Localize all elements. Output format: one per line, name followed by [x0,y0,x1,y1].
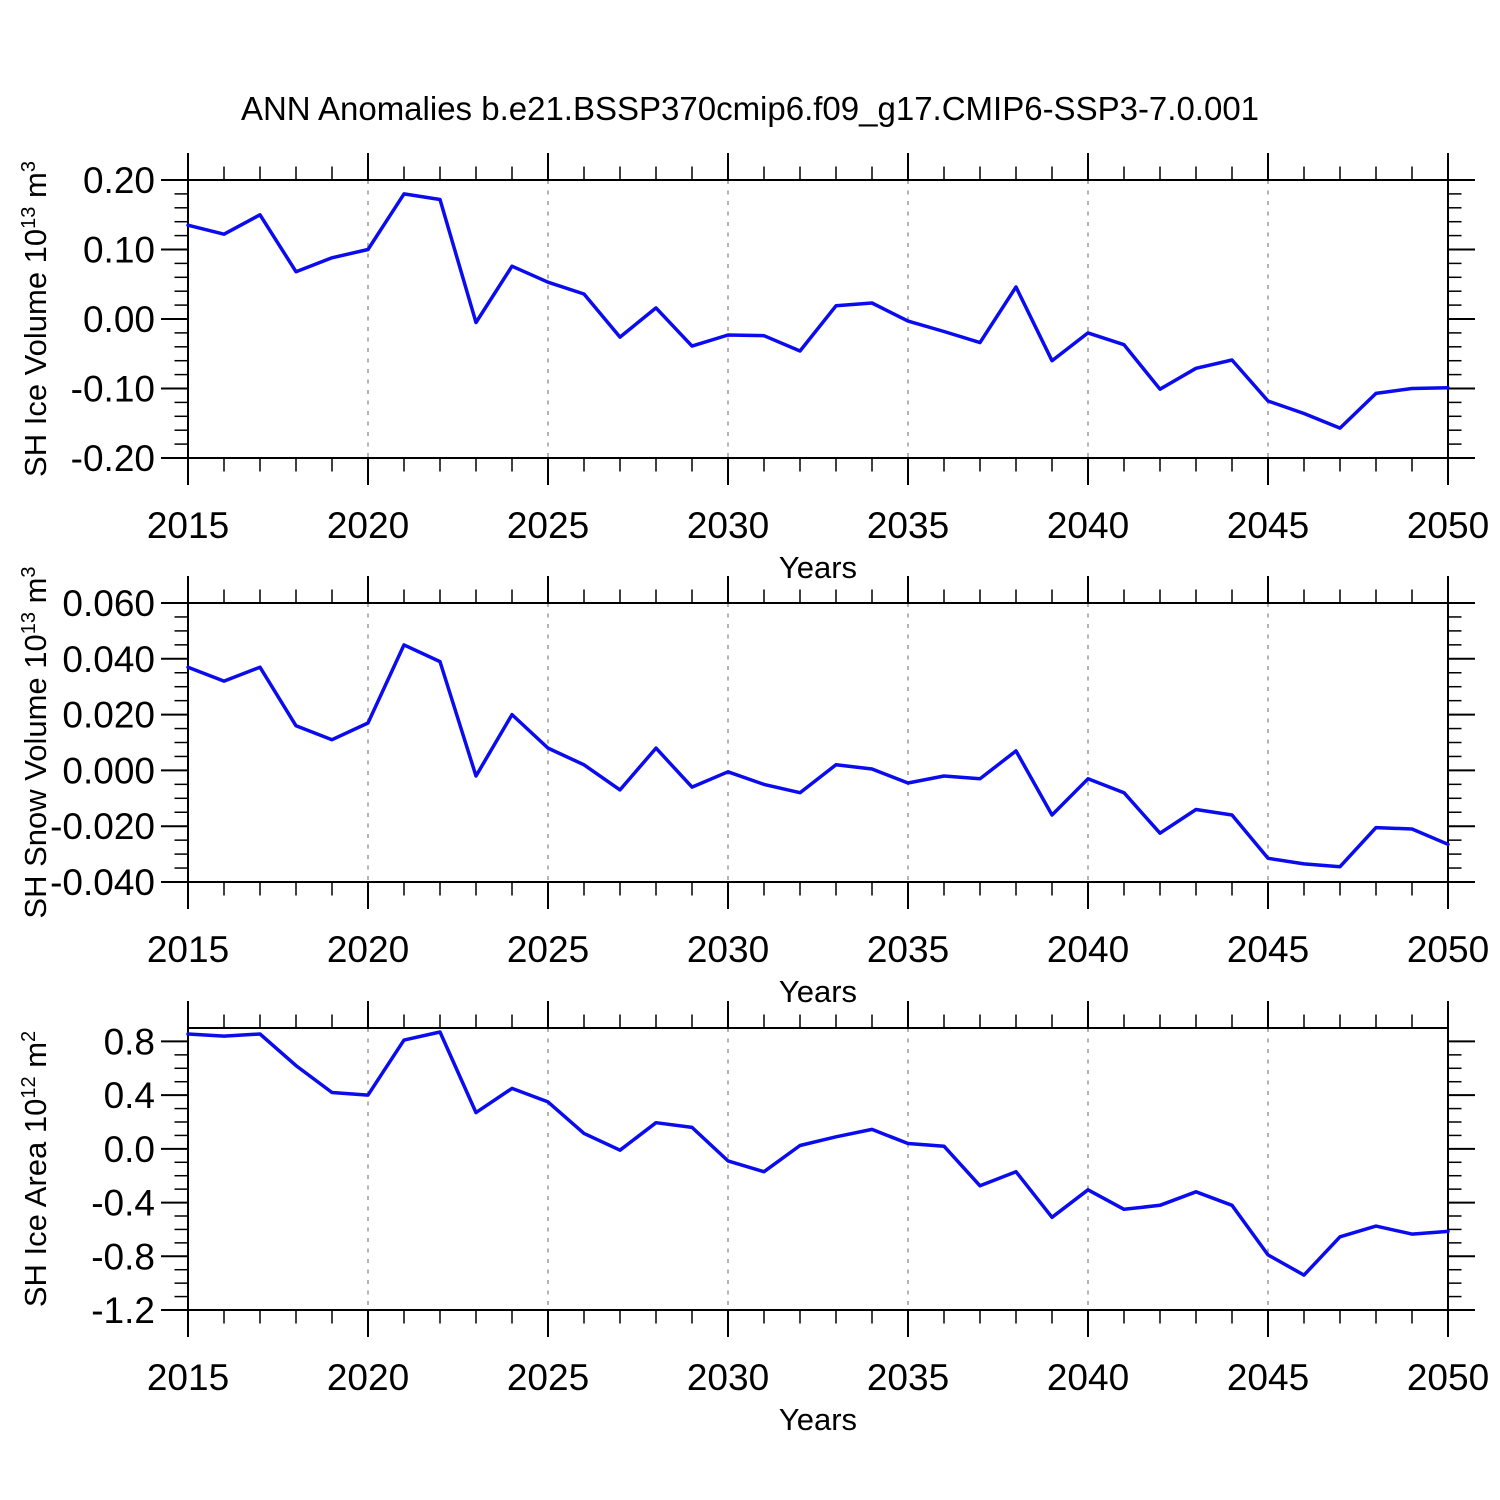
x-tick-label: 2035 [867,505,949,546]
y-tick-label: 0.00 [83,299,155,340]
x-tick-label: 2040 [1047,929,1129,970]
x-tick-label: 2045 [1227,1357,1309,1398]
x-tick-labels: 2015 2020 2025 2030 2035 2040 2045 2050 [147,929,1489,970]
y-tick-label: -0.20 [71,438,155,479]
x-tick-label: 2050 [1407,1357,1489,1398]
x-tick-label: 2020 [327,929,409,970]
x-axis-title: Years [779,550,857,585]
y-tick-label: 0.4 [104,1075,155,1116]
y-axis-title: SH Ice Volume 1013 m3 [18,161,53,477]
x-tick-label: 2035 [867,1357,949,1398]
x-tick-label: 2015 [147,1357,229,1398]
x-tick-label: 2015 [147,505,229,546]
x-tick-labels: 2015 2020 2025 2030 2035 2040 2045 2050 [147,1357,1489,1398]
series-line-sh-snow-volume [186,643,1450,869]
series-line-sh-ice-area [186,1030,1450,1277]
y-axis-title: SH Ice Area 1012 m2 [18,1031,53,1307]
x-tick-label: 2030 [687,505,769,546]
y-tick-label: -0.8 [91,1236,155,1277]
plot-frame [187,1027,1449,1311]
x-tick-label: 2025 [507,1357,589,1398]
y-tick-label: -0.4 [91,1183,155,1224]
x-axis-title: Years [779,974,857,1009]
x-ticks [187,153,1449,485]
y-tick-label: 0.040 [62,639,155,680]
series-line-sh-ice-volume [186,192,1450,430]
y-tick-label: 0.20 [83,160,155,201]
x-tick-label: 2015 [147,929,229,970]
x-tick-label: 2025 [507,505,589,546]
x-tick-label: 2020 [327,505,409,546]
y-tick-label: 0.8 [104,1021,155,1062]
y-tick-label: 0.000 [62,750,155,791]
x-tick-label: 2045 [1227,505,1309,546]
x-tick-label: 2040 [1047,1357,1129,1398]
y-tick-label: -0.10 [71,369,155,410]
y-ticks: 0.060 0.040 0.020 0.000 -0.020 -0.040 [50,583,1475,903]
y-ticks: 0.8 0.4 0.0 -0.4 -0.8 -1.2 [91,1021,1475,1331]
y-ticks: 0.20 0.10 0.00 -0.10 -0.20 [71,160,1475,479]
y-tick-label: 0.060 [62,583,155,624]
x-tick-label: 2040 [1047,505,1129,546]
x-tick-label: 2045 [1227,929,1309,970]
x-tick-label: 2025 [507,929,589,970]
x-tick-label: 2050 [1407,505,1489,546]
plot-frame [187,602,1449,883]
x-tick-label: 2050 [1407,929,1489,970]
x-ticks [187,1001,1449,1337]
y-axis-title: SH Snow Volume 1013 m3 [18,566,53,918]
x-tick-label: 2030 [687,929,769,970]
y-tick-label: -0.020 [50,806,155,847]
chart-title: ANN Anomalies b.e21.BSSP370cmip6.f09_g17… [240,90,1260,127]
panel-sh-snow-volume: 0.060 0.040 0.020 0.000 -0.020 -0.040 2015 2020… [18,566,1489,1009]
y-tick-label: 0.10 [83,230,155,271]
panel-sh-ice-area: 0.8 0.4 0.0 -0.4 -0.8 -1.2 2015 2020 2025 2030 203… [18,1001,1489,1437]
plot-frame [187,179,1449,459]
y-tick-label: 0.020 [62,695,155,736]
x-ticks [187,576,1449,909]
y-tick-label: -1.2 [91,1290,155,1331]
x-tick-labels: 2015 2020 2025 2030 2035 2040 2045 2050 [147,505,1489,546]
x-tick-label: 2035 [867,929,949,970]
y-tick-label: -0.040 [50,862,155,903]
x-tick-label: 2020 [327,1357,409,1398]
x-axis-title: Years [779,1402,857,1437]
y-tick-label: 0.0 [104,1129,155,1170]
x-tick-label: 2030 [687,1357,769,1398]
